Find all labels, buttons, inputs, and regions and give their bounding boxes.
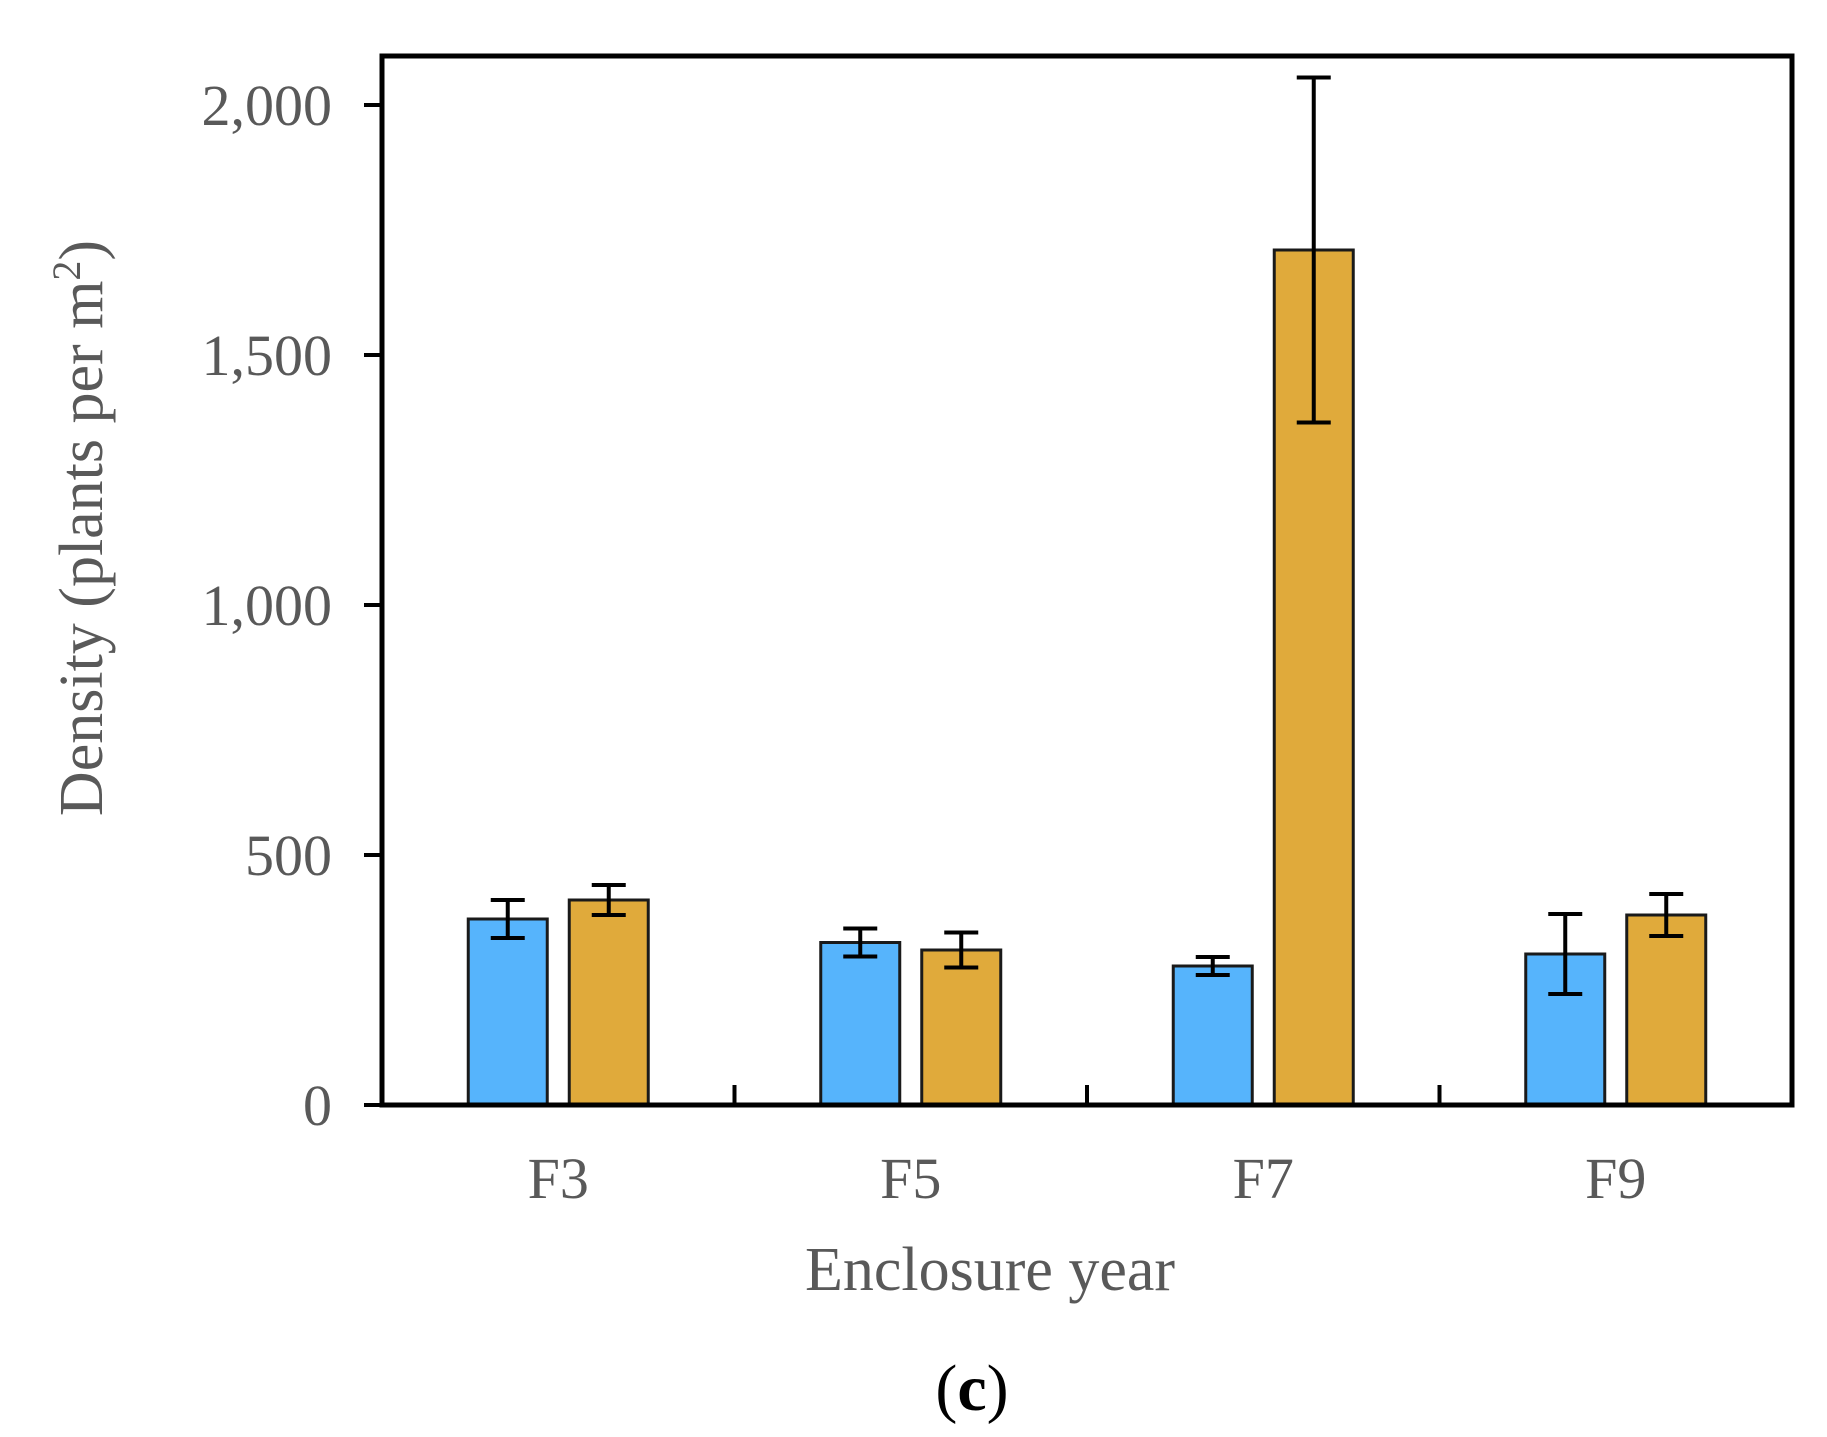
- x-axis-title: Enclosure year: [805, 1236, 1175, 1304]
- y-tick-label-1000: 1,000: [202, 573, 333, 638]
- x-tick-label-f3: F3: [528, 1146, 589, 1211]
- bar-f3-series-2: [567, 898, 650, 1107]
- error-bars-layer: [490, 75, 1684, 996]
- bar-f3-series-1: [466, 917, 549, 1107]
- x-tick-label-f9: F9: [1585, 1146, 1646, 1211]
- bar-f9-series-2: [1625, 913, 1708, 1107]
- bar-f5-series-2: [920, 948, 1003, 1107]
- y-tick-label-0: 0: [303, 1073, 332, 1138]
- y-tick-label-500: 500: [245, 823, 332, 888]
- labels-layer: F3 F5 F7 F9 0 500 1,000 1,500 2,000: [202, 73, 1647, 1211]
- x-tick-label-f7: F7: [1233, 1146, 1294, 1211]
- panel-label-letter: c: [957, 1352, 986, 1425]
- x-tick-label-f5: F5: [880, 1146, 941, 1211]
- bars-layer: [466, 248, 1708, 1107]
- panel-label: (c): [935, 1352, 1008, 1425]
- bar-f7-series-1: [1171, 964, 1254, 1107]
- y-tick-label-1500: 1,500: [202, 323, 333, 388]
- y-tick-label-2000: 2,000: [202, 73, 333, 138]
- y-axis-title-superscript: 2: [44, 261, 89, 281]
- panel-label-open: (: [935, 1352, 957, 1425]
- y-axis-title-close: ): [48, 240, 116, 261]
- bar-f5-series-1: [819, 941, 902, 1107]
- y-axis-title: Density (plants per m2): [44, 240, 116, 816]
- y-axis-title-main: Density (plants per m: [48, 281, 116, 817]
- panel-label-close: ): [987, 1352, 1009, 1425]
- axes-layer: [364, 53, 1795, 1108]
